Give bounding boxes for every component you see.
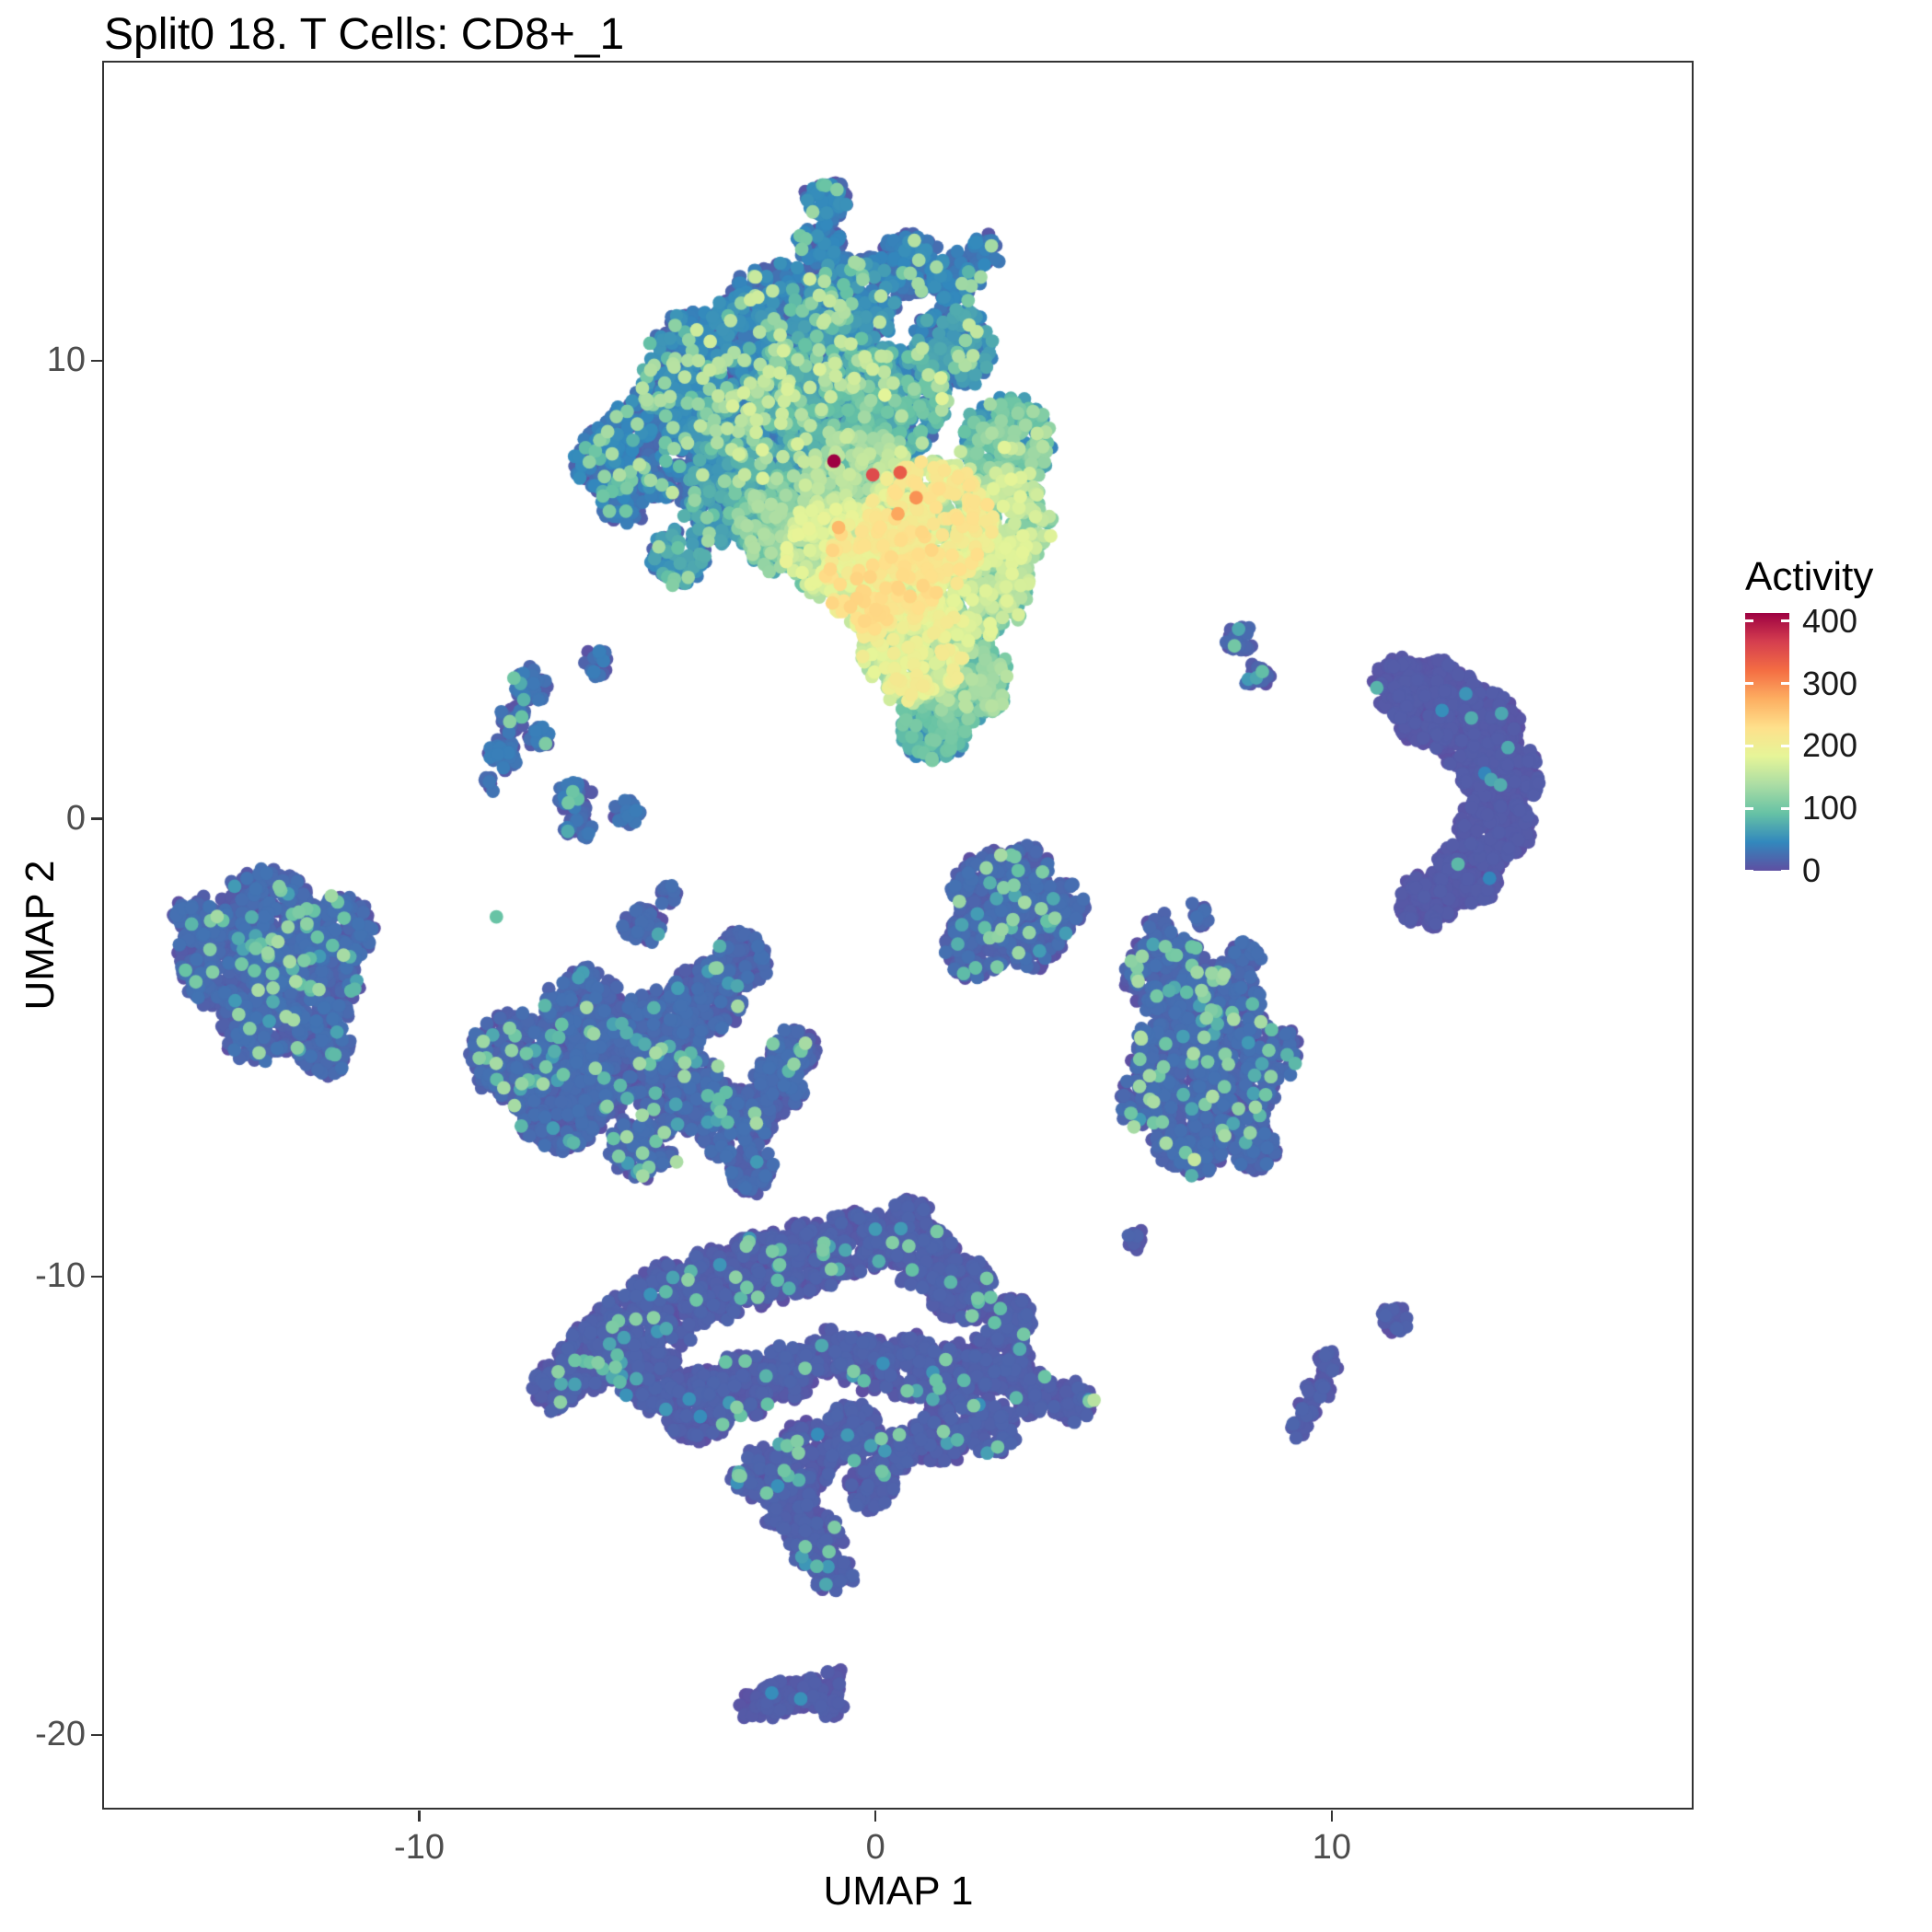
legend-tick-mark <box>1745 682 1753 686</box>
y-tick-label: -10 <box>35 1256 86 1296</box>
legend-tick-mark <box>1745 619 1753 623</box>
legend-tick-mark <box>1781 619 1789 623</box>
y-tick-label: -20 <box>35 1714 86 1753</box>
legend-title: Activity <box>1745 554 1874 599</box>
y-tick-mark <box>91 1733 102 1737</box>
y-tick-label: 0 <box>65 798 86 838</box>
legend-tick-label: 300 <box>1802 664 1858 702</box>
legend-tick-mark <box>1745 806 1753 810</box>
legend-tick-label: 200 <box>1802 726 1858 765</box>
legend-tick-mark <box>1781 682 1789 686</box>
plot-title: Split0 18. T Cells: CD8+_1 <box>104 10 625 59</box>
y-tick-mark <box>91 1275 102 1278</box>
legend-colorbar <box>1745 613 1789 871</box>
activity-legend: Activity 0 100 200 300 400 <box>1730 554 1932 941</box>
legend-tick-label: 400 <box>1802 601 1858 640</box>
x-tick-mark <box>873 1811 877 1822</box>
legend-tick-label: 100 <box>1802 789 1858 827</box>
y-tick-mark <box>91 817 102 820</box>
legend-tick-mark <box>1745 869 1753 873</box>
legend-tick-mark <box>1781 806 1789 810</box>
y-axis-title: UMAP 2 <box>17 860 63 1011</box>
y-tick-label: 10 <box>46 340 86 379</box>
x-tick-label: -10 <box>394 1828 445 1867</box>
legend-tick-label: 0 <box>1802 851 1822 889</box>
x-axis-title: UMAP 1 <box>823 1868 974 1914</box>
x-tick-mark <box>418 1811 421 1822</box>
y-tick-mark <box>91 359 102 363</box>
x-tick-label: 0 <box>865 1828 885 1867</box>
legend-tick-mark <box>1781 744 1789 747</box>
legend-tick-mark <box>1745 744 1753 747</box>
legend-tick-mark <box>1781 869 1789 873</box>
umap-scatter-canvas <box>104 63 1692 1808</box>
x-tick-mark <box>1330 1811 1334 1822</box>
x-tick-label: 10 <box>1312 1828 1352 1867</box>
plot-panel <box>102 61 1694 1810</box>
